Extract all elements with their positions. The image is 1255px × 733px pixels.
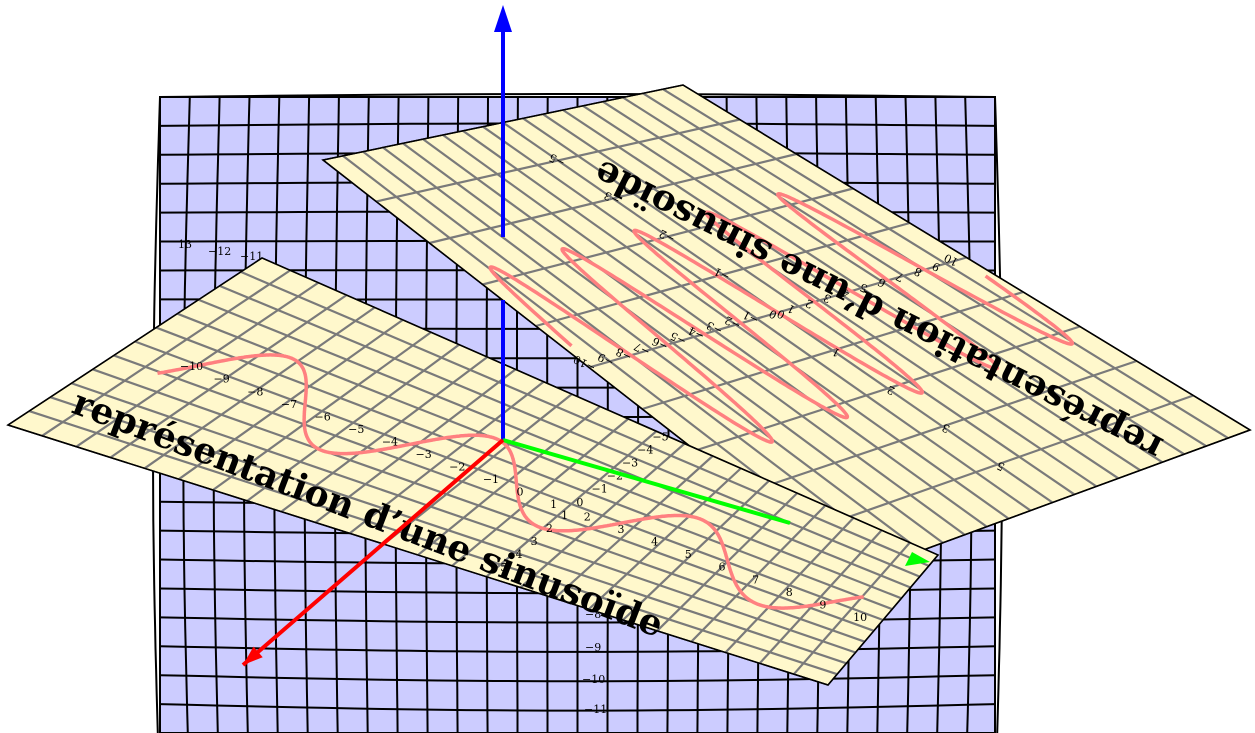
front-plane-grid-line: [219, 284, 921, 578]
back-grid-line: [159, 93, 996, 98]
front-plane-tick-label: 0: [576, 496, 583, 509]
tilted-plane-tick-label: −9: [596, 350, 616, 369]
back-grid-line: [159, 703, 996, 712]
front-plane-grid-line: [198, 298, 911, 589]
x-axis-head: [243, 646, 263, 665]
front-plane-tick-label: −6: [315, 410, 331, 423]
front-plane-grid-line: [92, 368, 866, 643]
tilted-plane-tick-label: −2: [657, 227, 677, 246]
tilted-plane-tick-label: −8: [614, 345, 634, 364]
tilted-plane-grid-line: [535, 221, 911, 328]
tilted-plane-grid-line: [375, 118, 740, 203]
front-plane-tick-label: 7: [752, 573, 759, 586]
z-axis-head: [494, 5, 512, 32]
tilted-plane-grid-line: [748, 359, 1137, 494]
front-plane-tick-label: −9: [214, 373, 230, 386]
tilted-plane-grid-line: [695, 325, 1081, 452]
tilted-plane-tick-label: −3: [704, 318, 724, 337]
front-plane-tick-label: 1: [561, 509, 568, 522]
front-plane-tick-label: 9: [819, 598, 826, 611]
tilted-plane-tick-label: −1: [712, 265, 732, 284]
y-axis: [502, 438, 791, 525]
front-plane-tick-label: 2: [546, 522, 553, 535]
front-plane-border: [6, 257, 940, 686]
front-plane-tick-label: 2: [584, 511, 591, 524]
front-plane-tick-label: 4: [515, 548, 522, 561]
front-plane-grid-line: [113, 354, 875, 632]
tilted-plane-tick-label: 10: [942, 251, 960, 269]
front-plane-tick-label: −4: [637, 444, 653, 457]
tilted-plane-tick-label: −7: [632, 340, 652, 359]
tilted-plane-tick-label: −5: [547, 151, 567, 170]
front-plane-tick-label: −1: [483, 473, 499, 486]
front-plane-grid-line: [49, 396, 847, 665]
tilted-plane-grid-line: [641, 290, 1024, 411]
tilted-plane-tick-label: −5: [668, 329, 688, 348]
back-tick-label: −11: [240, 250, 263, 263]
front-plane-tick-label: −5: [652, 430, 668, 443]
tilted-plane-sinusoid: [488, 192, 1075, 444]
front-plane-tick-label: 5: [500, 561, 507, 574]
tilted-plane-border: [321, 84, 1252, 576]
tilted-plane-grid-line: [429, 152, 797, 245]
front-plane-tick-label: −2: [449, 460, 465, 473]
front-plane-grid-line: [155, 326, 893, 611]
front-plane-grid-line: [134, 340, 884, 622]
axes-layer: [241, 5, 930, 667]
front-plane-tick-label: −4: [382, 435, 398, 448]
front-plane-tick-label: 0: [516, 486, 523, 499]
front-plane-tick-label: 1: [550, 498, 557, 511]
front-plane-tick-label: 10: [853, 611, 867, 624]
tilted-plane-tick-label: −2: [723, 313, 743, 332]
back-tick-label: −9: [585, 641, 601, 654]
front-plane-tick-label: −5: [348, 423, 364, 436]
back-tick-label: −10: [582, 673, 605, 686]
front-plane-tick-label: −10: [180, 360, 203, 373]
front-plane-grid-line: [71, 382, 856, 654]
front-plane-tick-label: 8: [786, 586, 793, 599]
y-axis-head: [905, 552, 930, 566]
front-plane-grid-line: [28, 410, 838, 676]
front-plane-tick-label: −1: [592, 483, 608, 496]
tilted-plane-grid-line: [482, 187, 854, 286]
front-plane-tick-label: 3: [531, 535, 538, 548]
front-plane-grid-line: [240, 270, 930, 567]
tilted-plane-grid-line: [801, 394, 1194, 535]
front-plane-tick-label: 3: [617, 523, 624, 536]
front-plane-tick-label: −3: [622, 457, 638, 470]
x-axis: [241, 438, 505, 667]
tilted-plane-tick-label: −4: [686, 324, 706, 343]
front-plane-tick-label: 5: [685, 548, 692, 561]
back-tick-label: −12: [208, 245, 231, 258]
front-plane-tick-label: −3: [416, 448, 432, 461]
front-plane-tick-label: 6: [718, 561, 725, 574]
front-plane-sinusoid: [157, 353, 865, 610]
tilted-plane-tick-label: −1: [741, 308, 761, 327]
back-tick-label: 13: [178, 238, 192, 251]
tilted-plane-tick-label: −3: [602, 189, 622, 208]
back-tick-label: −11: [584, 703, 607, 716]
front-plane-tick-label: −7: [281, 398, 297, 411]
tilted-plane-tick-label: −6: [650, 334, 670, 353]
front-plane-tick-label: −8: [247, 385, 263, 398]
front-plane-tick-label: 4: [651, 536, 658, 549]
back-grid-line: [159, 674, 996, 683]
